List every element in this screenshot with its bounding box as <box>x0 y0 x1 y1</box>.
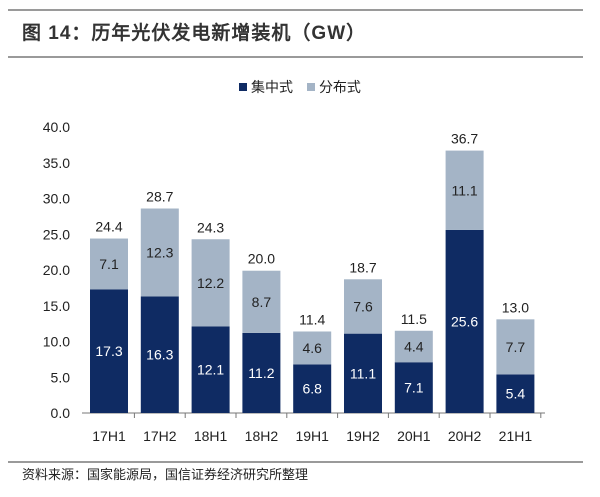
y-tick-label: 35.0 <box>43 155 70 171</box>
y-tick-label: 10.0 <box>43 334 70 350</box>
data-label-centralized: 11.2 <box>248 365 274 381</box>
figure-title: 图 14：历年光伏发电新增装机（GW） <box>22 23 367 44</box>
data-label-total: 20.0 <box>248 251 275 267</box>
y-tick-label: 15.0 <box>43 298 70 314</box>
x-tick-label: 20H1 <box>397 428 431 444</box>
y-tick-label: 5.0 <box>51 369 71 385</box>
data-label-total: 36.7 <box>451 131 478 147</box>
data-label-distributed: 8.7 <box>252 294 272 310</box>
data-label-distributed: 12.3 <box>146 244 173 260</box>
bar-distributed <box>344 279 382 334</box>
data-label-centralized: 6.8 <box>302 381 322 397</box>
data-label-centralized: 12.1 <box>197 362 224 378</box>
data-label-centralized: 17.3 <box>95 343 122 359</box>
legend-label: 分布式 <box>318 79 361 95</box>
bar-distributed <box>496 319 535 375</box>
x-tick-label: 21H1 <box>499 428 533 444</box>
legend-label: 集中式 <box>251 79 294 95</box>
bar-distributed <box>191 239 230 327</box>
data-label-centralized: 5.4 <box>506 386 526 402</box>
bar-distributed <box>293 331 332 365</box>
top-rule <box>8 9 583 11</box>
legend-swatch-centralized <box>239 83 248 91</box>
x-tick-label: 19H2 <box>346 428 380 444</box>
data-label-distributed: 12.2 <box>197 275 224 291</box>
data-label-total: 11.5 <box>401 311 427 327</box>
y-tick-label: 40.0 <box>43 119 70 135</box>
bar-centralized <box>90 289 128 413</box>
bar-centralized <box>344 333 382 413</box>
bar-centralized <box>293 364 332 413</box>
bar-centralized <box>394 362 433 413</box>
source-rule <box>8 461 583 463</box>
bar-centralized <box>496 374 535 413</box>
bar-distributed <box>90 238 128 290</box>
data-label-distributed: 11.1 <box>451 182 477 198</box>
data-label-centralized: 25.6 <box>451 313 478 329</box>
data-label-total: 18.7 <box>349 259 376 275</box>
data-label-centralized: 16.3 <box>146 347 173 363</box>
data-label-distributed: 4.4 <box>404 339 424 355</box>
data-label-total: 24.4 <box>95 219 122 235</box>
data-label-centralized: 11.1 <box>350 365 376 381</box>
bar-distributed <box>394 330 433 363</box>
y-tick-label: 30.0 <box>43 191 70 207</box>
bar-distributed <box>242 270 281 333</box>
data-label-distributed: 4.6 <box>302 340 322 356</box>
title-rule <box>8 56 583 58</box>
legend: 集中式 分布式 <box>0 77 600 97</box>
data-label-distributed: 7.1 <box>99 256 119 272</box>
data-label-total: 13.0 <box>502 299 529 315</box>
bar-distributed <box>445 150 484 230</box>
data-label-distributed: 7.6 <box>353 298 373 314</box>
x-tick-label: 19H1 <box>295 428 329 444</box>
bar-distributed <box>140 208 179 297</box>
data-label-total: 11.4 <box>299 311 325 327</box>
x-tick-label: 18H1 <box>194 428 228 444</box>
bar-centralized <box>242 332 281 413</box>
legend-item-distributed: 分布式 <box>306 77 361 97</box>
data-label-total: 28.7 <box>146 189 173 205</box>
bar-centralized <box>191 326 230 413</box>
y-tick-label: 25.0 <box>43 226 70 242</box>
x-tick-label: 20H2 <box>448 428 482 444</box>
legend-swatch-distributed <box>306 83 315 91</box>
data-label-distributed: 7.7 <box>506 339 526 355</box>
x-tick-label: 17H2 <box>143 428 177 444</box>
x-tick-label: 17H1 <box>92 428 126 444</box>
data-label-total: 24.3 <box>197 219 224 235</box>
y-tick-label: 20.0 <box>43 262 70 278</box>
x-tick-label: 18H2 <box>245 428 279 444</box>
data-label-centralized: 7.1 <box>404 380 424 396</box>
y-tick-label: 0.0 <box>51 405 71 421</box>
bar-centralized <box>140 296 179 413</box>
legend-item-centralized: 集中式 <box>239 77 293 97</box>
bar-centralized <box>445 229 484 413</box>
source-note: 资料来源：国家能源局，国信证券经济研究所整理 <box>22 467 309 482</box>
